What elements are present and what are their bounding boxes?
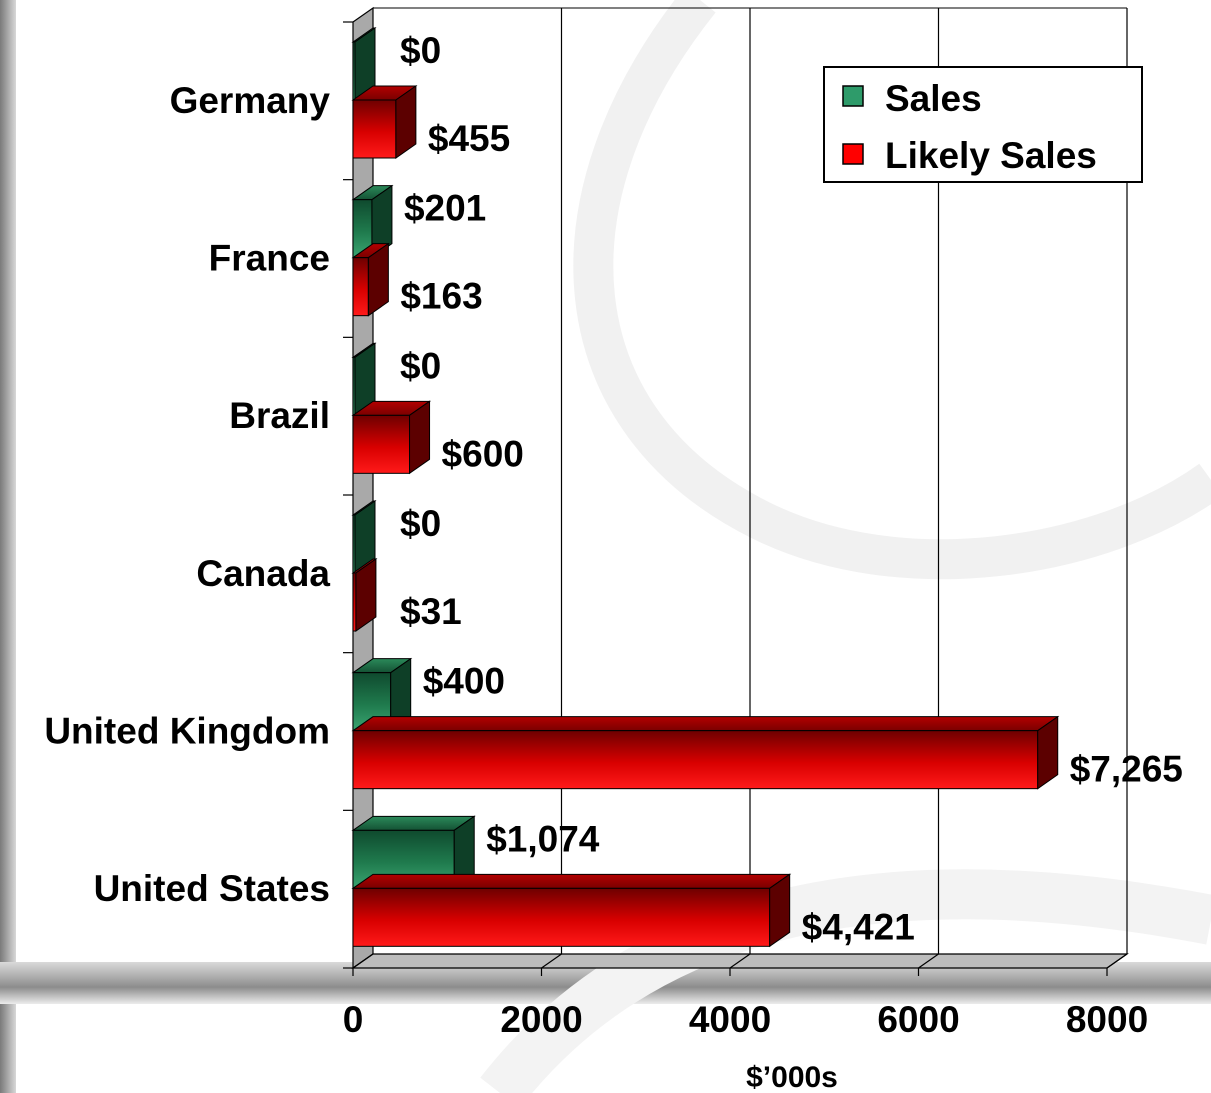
floor-tick	[541, 953, 562, 969]
category-label: Germany	[170, 80, 331, 121]
bar-front-face	[352, 257, 369, 317]
category-label: France	[209, 238, 330, 279]
x-tick-label: 2000	[500, 999, 582, 1040]
x-axis-ticks	[352, 968, 1108, 976]
bar-side-face	[395, 85, 417, 159]
bar-sales	[351, 184, 394, 259]
value-label: $0	[400, 345, 441, 386]
bar-front-face	[352, 99, 397, 159]
bar-side-face	[409, 400, 431, 475]
bar-side-face	[371, 184, 393, 259]
category-label: United Kingdom	[44, 711, 330, 752]
bar-top-face	[351, 873, 792, 889]
floor-tick	[352, 953, 374, 969]
bar-side-face	[367, 242, 389, 317]
bar-likely-sales	[351, 873, 792, 948]
legend-box	[823, 66, 1143, 183]
floor-tick	[1106, 953, 1128, 969]
bar-front-face	[352, 730, 1039, 790]
bar-side-face	[355, 558, 377, 632]
legend: Sales Likely Sales	[823, 66, 1143, 183]
x-tick-label: 0	[343, 999, 364, 1040]
legend-label-sales: Sales	[885, 78, 982, 119]
bars	[351, 27, 1060, 948]
bar-likely-sales	[351, 558, 378, 632]
value-label: $31	[400, 591, 462, 632]
value-label: $163	[400, 276, 482, 317]
bar-front-face	[352, 887, 771, 947]
x-tick-label: 6000	[877, 999, 959, 1040]
bar-side-face	[1037, 715, 1059, 790]
value-label: $201	[404, 188, 486, 229]
value-label: $400	[423, 661, 505, 702]
bar-top-face	[351, 716, 1060, 732]
value-label: $7,265	[1070, 749, 1183, 790]
x-axis-title: $’000s	[746, 1061, 838, 1093]
value-label: $0	[400, 30, 441, 71]
floor-tick	[918, 953, 939, 969]
bar-likely-sales	[351, 715, 1060, 790]
bar-likely-sales	[351, 85, 418, 159]
value-label: $0	[400, 503, 441, 544]
bar-sales	[351, 500, 377, 574]
bar-likely-sales	[351, 242, 390, 317]
legend-label-likely-sales: Likely Sales	[885, 135, 1097, 176]
category-labels: Germany France Brazil Canada United Kingdom U…	[44, 80, 330, 909]
y-axis-ticks	[343, 21, 353, 969]
legend-swatch-sales	[842, 85, 864, 107]
x-tick-labels: 0 2000 4000 6000 8000	[343, 999, 1148, 1040]
value-labels: $0$455$201$163$0$600$0$31$400$7,265$1,07…	[400, 30, 1183, 947]
bar-top-face	[351, 815, 476, 831]
value-label: $1,074	[486, 818, 600, 859]
bar-side-face	[769, 873, 791, 948]
legend-swatch-likely-sales	[842, 143, 864, 165]
floor-tick	[729, 953, 751, 969]
value-label: $455	[428, 118, 510, 159]
bar-likely-sales	[351, 400, 432, 475]
bar-sales	[351, 657, 413, 732]
value-label: $600	[442, 433, 524, 474]
value-label: $4,421	[802, 906, 915, 947]
category-label: United States	[94, 868, 330, 909]
background-left-edge	[0, 0, 16, 1093]
category-label: Brazil	[229, 395, 330, 436]
x-tick-label: 4000	[689, 999, 771, 1040]
x-tick-label: 8000	[1066, 999, 1148, 1040]
background-decoration	[480, 0, 1211, 1093]
category-label: Canada	[196, 553, 330, 594]
bar-front-face	[352, 414, 411, 474]
